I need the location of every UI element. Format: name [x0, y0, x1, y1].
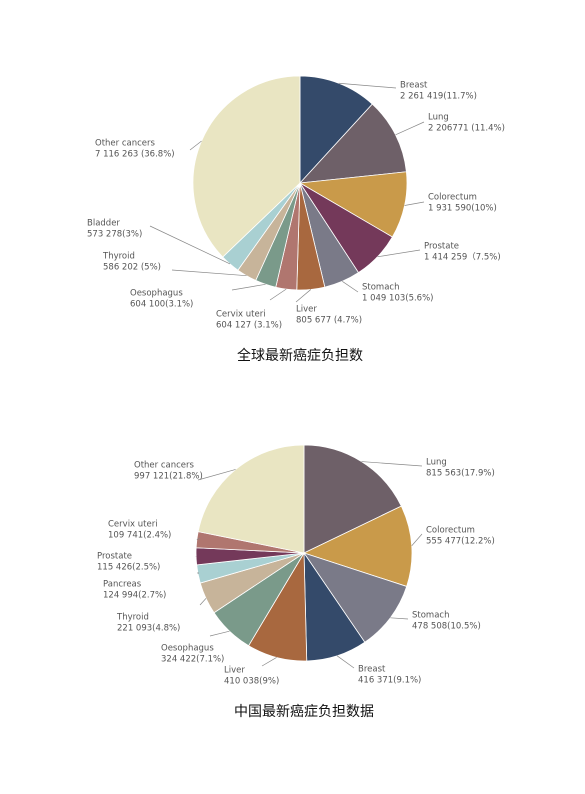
pie-slice	[192, 75, 301, 258]
leader-line	[404, 201, 425, 206]
leader-line	[189, 140, 202, 151]
slice-value-label: 815 563(17.9%)	[426, 469, 495, 479]
slice-value-label: 1 931 590(10%)	[428, 204, 497, 214]
pie-slice	[303, 552, 408, 643]
pie-slice	[298, 103, 407, 184]
slice-label: Oesophagus	[161, 644, 214, 654]
slice-value-label: 604 127 (3.1%)	[216, 321, 282, 331]
slice-label: Breast	[358, 665, 386, 675]
slice-value-label: 2 206771 (11.4%)	[428, 124, 505, 134]
leader-line	[295, 289, 312, 303]
leader-line	[411, 533, 423, 546]
slice-value-label: 478 508(10.5%)	[412, 622, 481, 632]
slice-value-label: 586 202 (5%)	[103, 263, 161, 273]
leader-line	[261, 657, 277, 667]
slice-value-label: 555 477(12.2%)	[426, 537, 495, 547]
slice-value-label: 604 100(3.1%)	[130, 300, 193, 310]
slice-value-label: 1 414 259（7.5%)	[424, 252, 501, 263]
leader-line	[390, 617, 409, 620]
leader-line	[338, 82, 397, 89]
slice-value-label: 2 261 419(11.7%)	[400, 92, 477, 102]
leader-line	[361, 461, 423, 467]
slice-label: Other cancers	[134, 461, 195, 471]
slice-label: Liver	[224, 666, 245, 676]
slice-label: Lung	[426, 458, 447, 468]
slice-label: Bladder	[87, 219, 120, 229]
leader-line	[197, 469, 236, 481]
slice-label: Stomach	[362, 283, 399, 293]
slice-label: Prostate	[97, 552, 132, 562]
leader-line	[209, 630, 230, 637]
leader-line	[377, 249, 421, 258]
slice-value-label: 573 278(3%)	[87, 230, 142, 240]
pie-slice	[303, 444, 402, 554]
leader-line	[395, 121, 425, 136]
leader-line	[199, 598, 207, 606]
slice-label: Cervix uteri	[108, 520, 158, 530]
slice-label: Prostate	[424, 242, 459, 252]
slice-value-label: 416 371(9.1%)	[358, 676, 421, 686]
slice-value-label: 324 422(7.1%)	[161, 655, 224, 665]
slice-label: Liver	[296, 305, 317, 315]
leader-line	[196, 537, 201, 540]
leader-line	[269, 288, 287, 301]
slice-label: Oesophagus	[130, 289, 183, 299]
leader-line	[342, 281, 359, 293]
slice-label: Pancreas	[103, 580, 142, 590]
slice-label: Colorectum	[426, 526, 475, 536]
leader-line	[149, 225, 231, 265]
chart-title: 中国最新癌症负担数据	[234, 704, 374, 720]
chart-title: 全球最新癌症负担数	[237, 347, 363, 364]
leader-line	[171, 269, 247, 277]
slice-label: Thyroid	[116, 613, 149, 623]
leader-line	[231, 283, 266, 291]
slice-label: Stomach	[412, 611, 449, 621]
slice-label: Breast	[400, 81, 428, 91]
slice-value-label: 109 741(2.4%)	[108, 531, 171, 541]
slice-label: Cervix uteri	[216, 310, 266, 320]
slice-value-label: 115 426(2.5%)	[97, 563, 160, 573]
slice-value-label: 410 038(9%)	[224, 677, 279, 687]
slice-value-label: 221 093(4.8%)	[117, 624, 180, 634]
slice-label: Other cancers	[95, 139, 156, 149]
slice-value-label: 805 677 (4.7%)	[296, 316, 362, 326]
slice-label: Thyroid	[102, 252, 135, 262]
slice-label: Lung	[428, 113, 449, 123]
slice-value-label: 124 994(2.7%)	[103, 591, 166, 601]
leader-line	[336, 655, 355, 669]
slice-value-label: 7 116 263 (36.8%)	[95, 150, 175, 160]
slice-value-label: 1 049 103(5.6%)	[362, 294, 434, 304]
slice-value-label: 997 121(21.8%)	[134, 472, 203, 482]
slice-label: Colorectum	[428, 193, 477, 203]
